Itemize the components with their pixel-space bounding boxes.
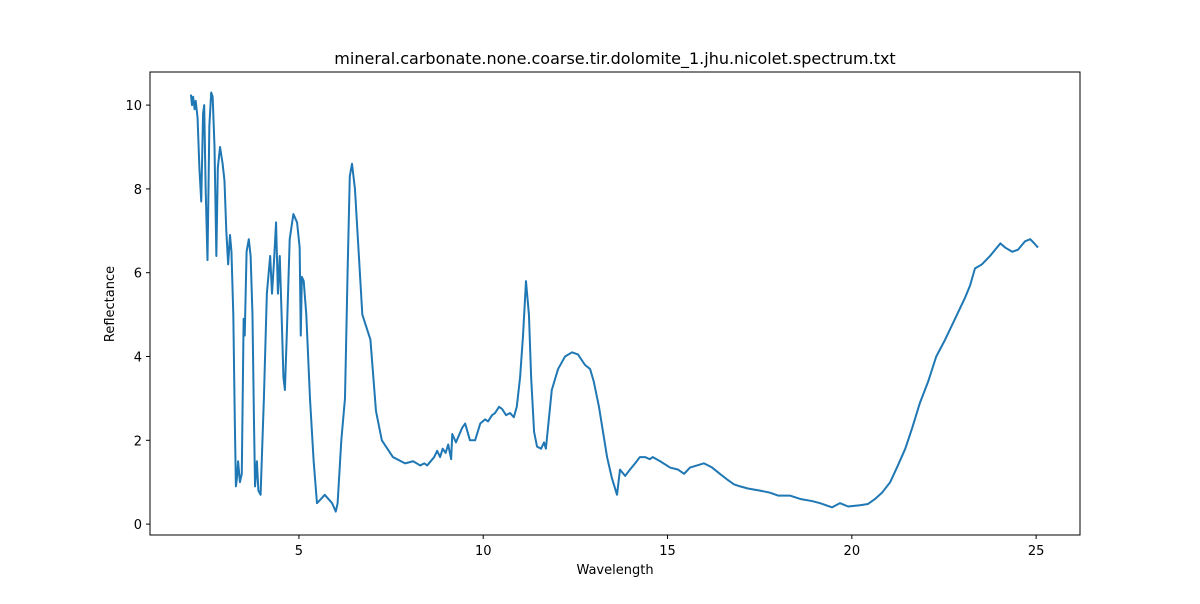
x-tick-label: 15 — [659, 544, 676, 559]
x-tick-label: 10 — [475, 544, 492, 559]
y-tick-label: 0 — [134, 518, 142, 533]
y-tick-label: 6 — [134, 267, 142, 282]
y-tick-label: 8 — [134, 183, 142, 198]
y-tick-label: 10 — [125, 99, 142, 114]
chart-title: mineral.carbonate.none.coarse.tir.dolomi… — [334, 49, 895, 69]
x-tick-label: 25 — [1028, 544, 1045, 559]
x-axis-label: Wavelength — [576, 563, 653, 578]
spectrum-line — [189, 91, 1039, 513]
x-tick-label: 20 — [844, 544, 861, 559]
plot-frame — [149, 71, 1081, 536]
y-tick-label: 4 — [134, 351, 142, 366]
x-tick-label: 5 — [295, 544, 303, 559]
y-tick-label: 2 — [134, 434, 142, 449]
y-axis-label: Reflectance — [103, 266, 118, 342]
